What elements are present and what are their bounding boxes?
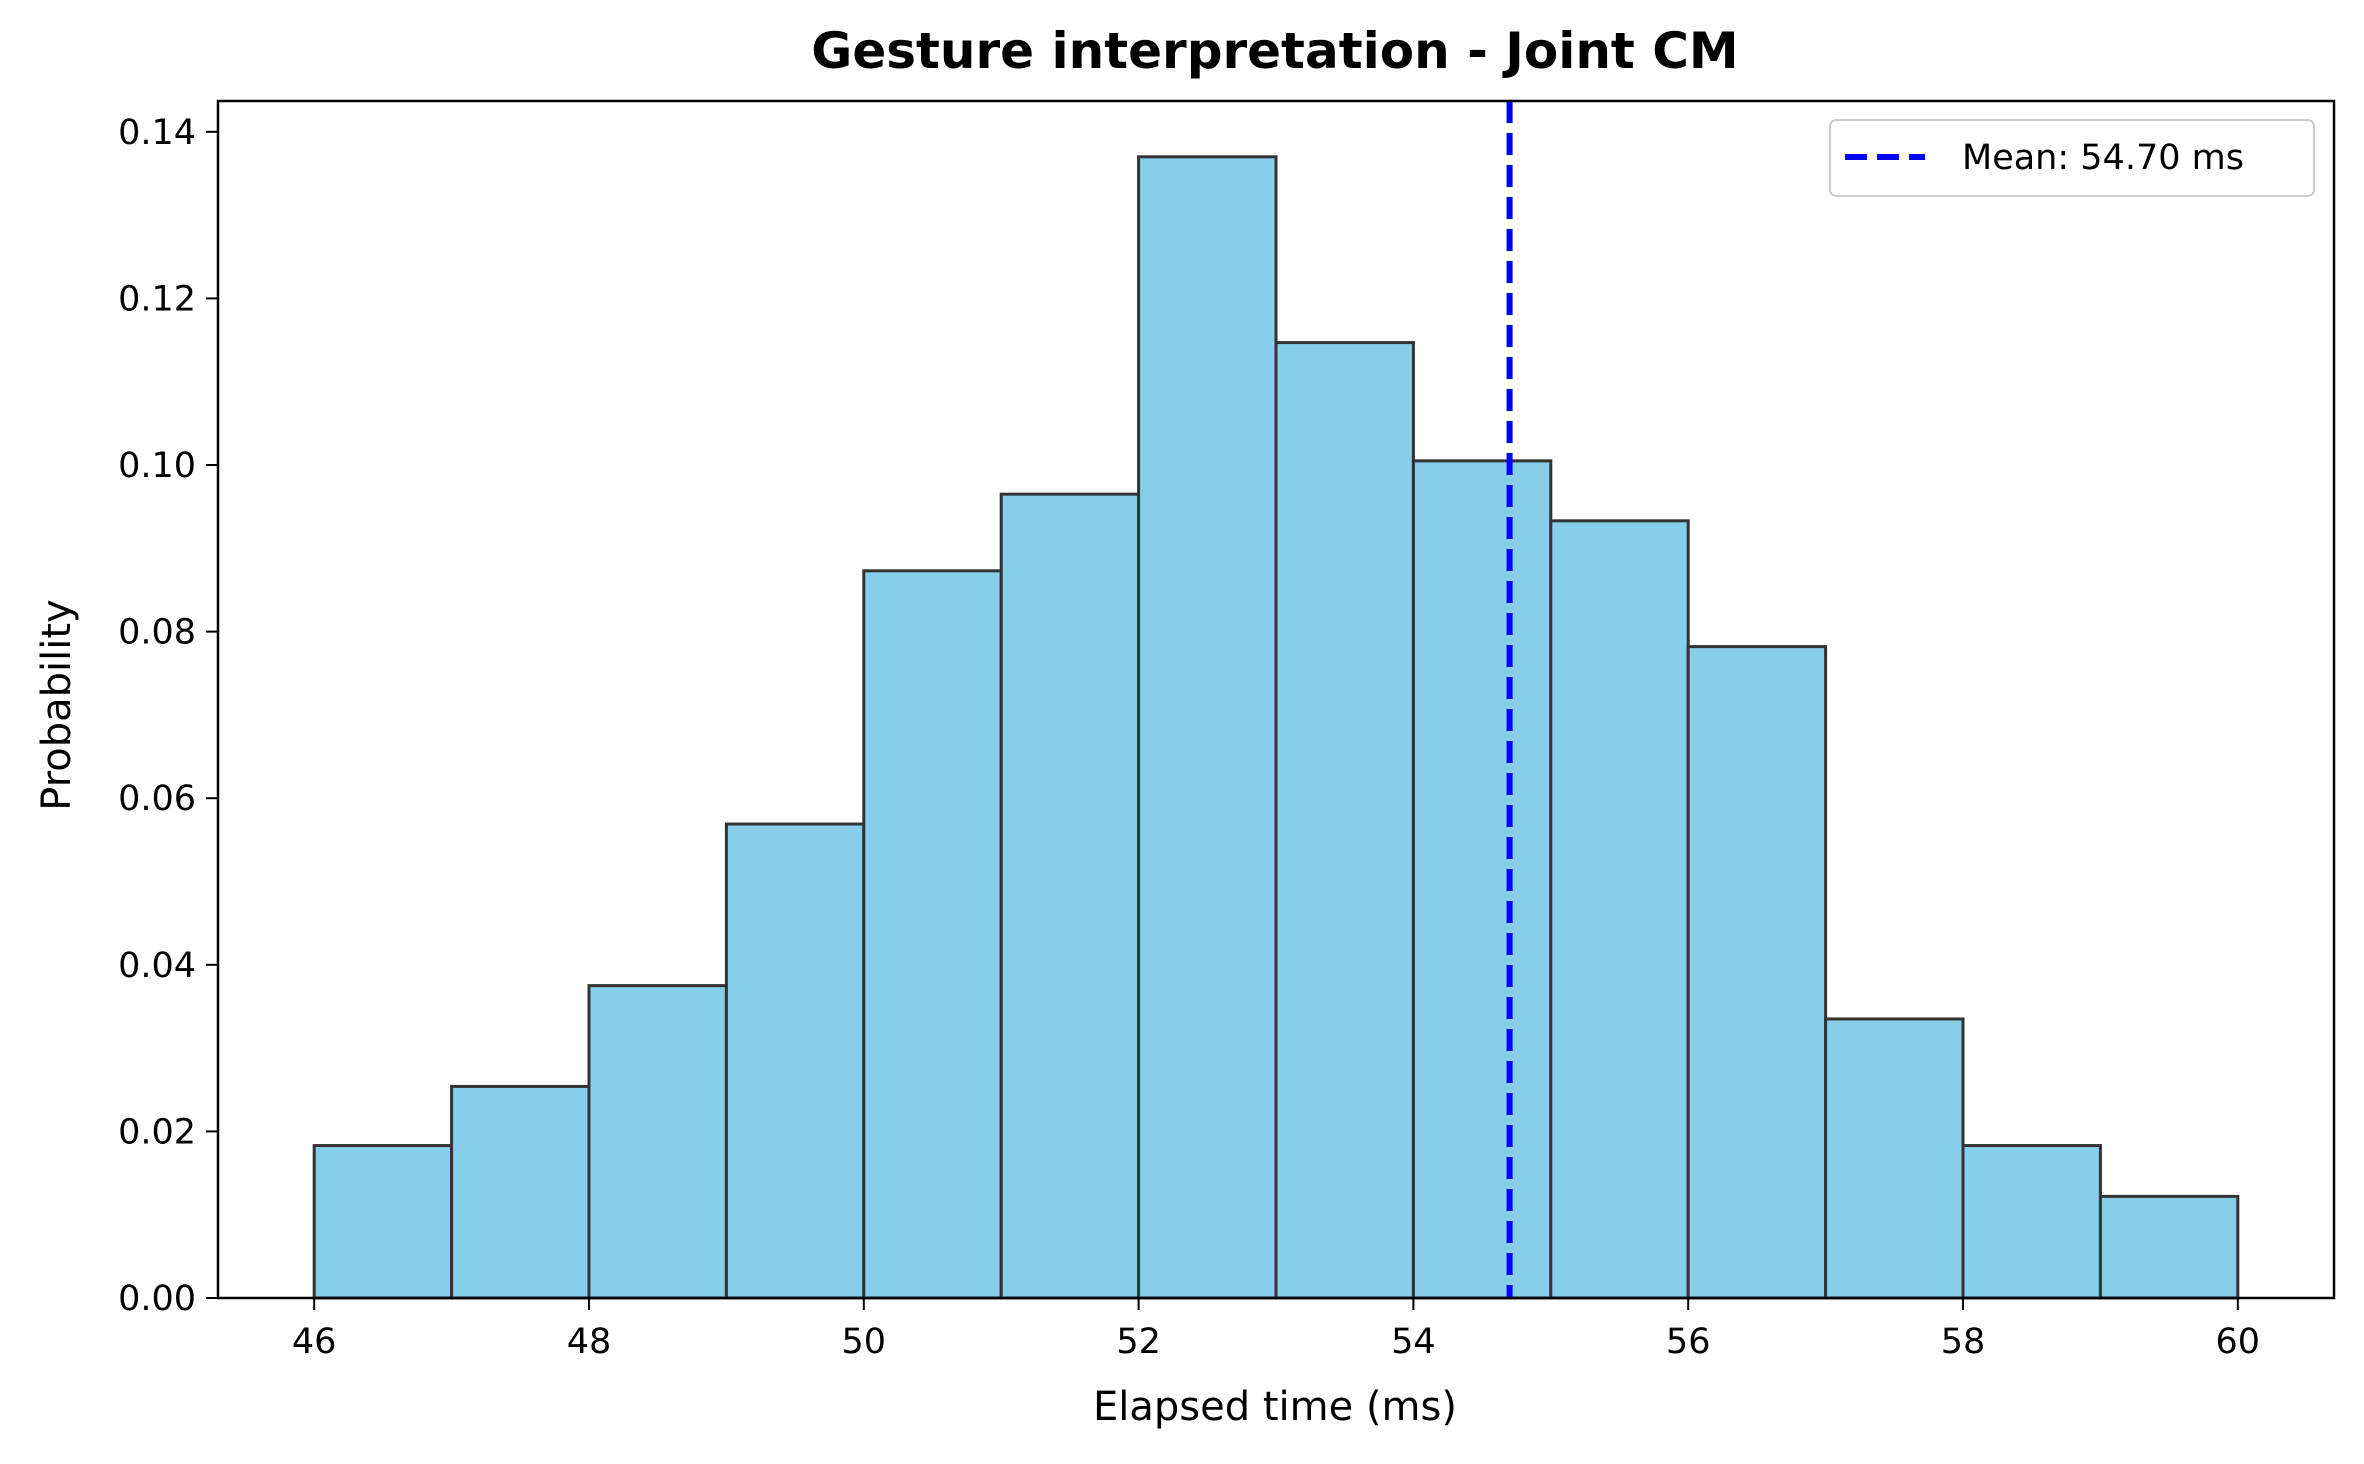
- x-tick-label: 48: [567, 1322, 612, 1362]
- histogram-bar: [1274, 341, 1415, 1300]
- y-axis-label: Probability: [34, 599, 80, 810]
- y-tick-label: 0.06: [118, 779, 196, 819]
- y-tick-label: 0.00: [118, 1279, 196, 1319]
- histogram-bar: [999, 492, 1141, 1300]
- y-tick-label: 0.10: [118, 446, 196, 486]
- x-tick-label: 52: [1116, 1322, 1161, 1362]
- histogram-bar: [1686, 645, 1828, 1300]
- histogram-bar: [312, 1144, 454, 1300]
- x-tick-label: 46: [292, 1322, 337, 1362]
- legend: Mean: 54.70 ms: [1829, 119, 2315, 197]
- histogram-bar: [587, 984, 728, 1300]
- x-tick-label: 50: [842, 1322, 887, 1362]
- x-tick-label: 58: [1941, 1322, 1986, 1362]
- histogram-bar: [450, 1084, 591, 1300]
- chart-title: Gesture interpretation - Joint CM: [811, 22, 1738, 80]
- x-tick-label: 56: [1666, 1322, 1711, 1362]
- histogram-bar: [862, 569, 1003, 1300]
- x-axis-label: Elapsed time (ms): [1093, 1384, 1457, 1430]
- legend-box: [1829, 119, 2315, 197]
- bars-group: [312, 155, 2240, 1300]
- legend-entry-label: Mean: 54.70 ms: [1962, 138, 2244, 178]
- plot-frame: [216, 99, 2336, 1300]
- y-tick-label: 0.12: [118, 279, 196, 319]
- histogram-bar: [1961, 1144, 2102, 1300]
- y-axis-ticks: 0.00 0.02 0.04 0.06 0.08 0.10 0.12 0.14: [118, 113, 218, 1319]
- histogram-bar: [1549, 519, 1690, 1300]
- x-tick-label: 54: [1391, 1322, 1436, 1362]
- histogram-bar: [1824, 1017, 1965, 1300]
- y-tick-label: 0.02: [118, 1112, 196, 1152]
- y-tick-label: 0.04: [118, 946, 196, 986]
- y-tick-label: 0.14: [118, 113, 196, 153]
- histogram-bar: [2098, 1194, 2240, 1300]
- x-axis-ticks: 46 48 50 52 54 56 58 60: [292, 1298, 2260, 1362]
- histogram-bar: [1411, 459, 1553, 1300]
- x-tick-label: 60: [2216, 1322, 2261, 1362]
- histogram-bar: [1137, 155, 1278, 1300]
- histogram-bar: [724, 822, 866, 1300]
- y-tick-label: 0.08: [118, 613, 196, 653]
